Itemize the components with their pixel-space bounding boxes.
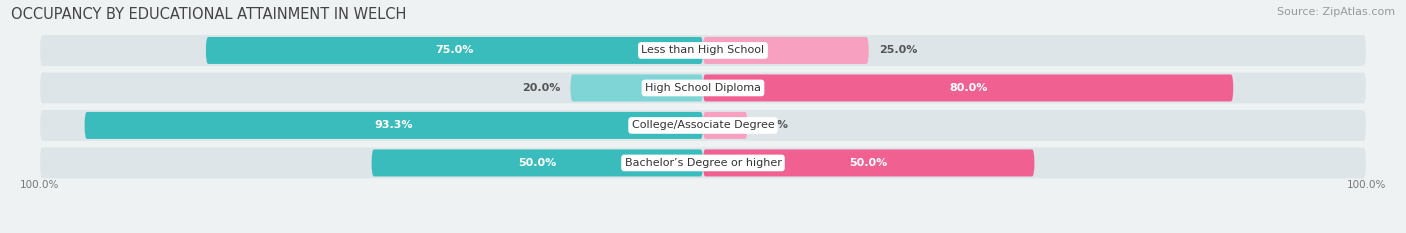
Text: Bachelor’s Degree or higher: Bachelor’s Degree or higher (624, 158, 782, 168)
Text: 80.0%: 80.0% (949, 83, 987, 93)
Text: 6.7%: 6.7% (758, 120, 789, 130)
FancyBboxPatch shape (84, 112, 703, 139)
FancyBboxPatch shape (571, 75, 703, 101)
Text: 100.0%: 100.0% (20, 180, 59, 190)
FancyBboxPatch shape (703, 75, 1233, 101)
Text: Source: ZipAtlas.com: Source: ZipAtlas.com (1277, 7, 1395, 17)
FancyBboxPatch shape (371, 149, 703, 176)
FancyBboxPatch shape (205, 37, 703, 64)
FancyBboxPatch shape (703, 149, 1035, 176)
FancyBboxPatch shape (703, 112, 748, 139)
Text: 93.3%: 93.3% (374, 120, 413, 130)
FancyBboxPatch shape (41, 110, 1365, 141)
Text: 100.0%: 100.0% (1347, 180, 1386, 190)
Text: OCCUPANCY BY EDUCATIONAL ATTAINMENT IN WELCH: OCCUPANCY BY EDUCATIONAL ATTAINMENT IN W… (11, 7, 406, 22)
Text: 50.0%: 50.0% (849, 158, 887, 168)
Text: 75.0%: 75.0% (436, 45, 474, 55)
FancyBboxPatch shape (41, 35, 1365, 66)
Text: 20.0%: 20.0% (522, 83, 561, 93)
Text: 50.0%: 50.0% (519, 158, 557, 168)
FancyBboxPatch shape (41, 72, 1365, 103)
Text: College/Associate Degree: College/Associate Degree (631, 120, 775, 130)
FancyBboxPatch shape (41, 147, 1365, 178)
Text: 25.0%: 25.0% (879, 45, 917, 55)
FancyBboxPatch shape (703, 37, 869, 64)
Text: High School Diploma: High School Diploma (645, 83, 761, 93)
Text: Less than High School: Less than High School (641, 45, 765, 55)
